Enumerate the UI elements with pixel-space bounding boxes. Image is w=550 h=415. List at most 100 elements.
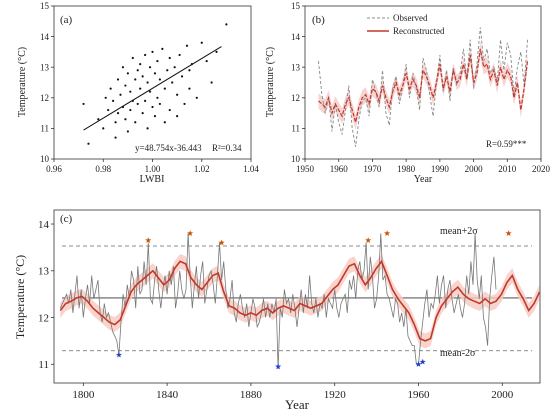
panel-c-smoothed-series — [59, 259, 541, 342]
scatter-point — [116, 78, 120, 81]
panel-b-timeseries: (b) R=0.59*** Year Temperature (°C) Obse… — [265, 1, 550, 185]
scatter-point — [141, 75, 144, 78]
panel-b-xtick-label: 1960 — [330, 164, 349, 174]
panel-c-ytick-label: 14 — [38, 219, 50, 231]
panel-b-xtick-label: 1970 — [363, 164, 382, 174]
cold-extreme-star — [415, 361, 422, 367]
cold-extreme-star — [115, 351, 122, 358]
panel-b-reconstructed-series — [318, 48, 529, 123]
scatter-point — [144, 53, 147, 57]
panel-a-ylabel: Temperature (°C) — [17, 47, 28, 117]
panel-b-observed-series — [318, 27, 528, 147]
panel-c-extreme-markers — [115, 230, 512, 370]
panel-a-ytick-label: 14 — [40, 32, 50, 42]
panel-c-timeseries: (c) Year Temperature (°C) mean+2σ mean-2… — [13, 209, 541, 412]
panel-a-fit-line — [83, 46, 222, 131]
scatter-point — [156, 59, 159, 63]
scatter-point — [151, 50, 154, 54]
scatter-point — [225, 23, 228, 26]
panel-b-ytick-label: 14 — [291, 32, 301, 42]
scatter-point — [124, 118, 127, 121]
scatter-point — [126, 130, 129, 133]
panel-a-xtick-label: 1.04 — [243, 164, 259, 174]
scatter-point — [215, 50, 218, 54]
scatter-point — [104, 96, 107, 99]
panel-b-ytick-label: 12 — [291, 93, 300, 103]
legend-observed-label: Observed — [393, 13, 428, 23]
scatter-point — [158, 78, 161, 81]
warm-extreme-star — [505, 230, 512, 236]
scatter-point — [144, 99, 147, 102]
scatter-point — [156, 96, 159, 99]
scatter-point — [146, 81, 149, 84]
panel-a-xlabel: LWBI — [140, 174, 165, 185]
panel-b-xtick-label: 1950 — [296, 164, 315, 174]
scatter-point — [121, 66, 125, 69]
panel-a-xtick-label: 0.98 — [95, 164, 111, 174]
panel-b-xtick-label: 1980 — [397, 164, 416, 174]
legend-reconstructed-label: Reconstructed — [393, 26, 445, 36]
panel-c-ticks: 1800 1840 1880 1920 1960 2000 11 12 13 14 — [38, 219, 514, 401]
warm-extreme-star — [145, 237, 152, 243]
scatter-point — [153, 115, 157, 118]
cold-extreme-star — [275, 363, 282, 370]
panel-a-xtick-label: 0.96 — [46, 164, 62, 174]
scatter-point — [195, 96, 198, 99]
panel-a-xtick-label: 1.00 — [145, 164, 161, 174]
smoothed-line — [59, 259, 541, 342]
scatter-point — [153, 72, 157, 75]
panel-c-ytick-label: 12 — [38, 312, 49, 324]
panel-c-ylabel: Temperature (°C) — [13, 255, 27, 339]
panel-a-ticks: 0.96 0.98 1.00 1.02 1.04 10 11 12 13 14 15 — [40, 1, 259, 174]
panel-a-ytick-label: 10 — [40, 154, 50, 164]
scatter-point — [163, 87, 166, 90]
scatter-point — [114, 136, 117, 139]
scatter-point — [129, 108, 132, 112]
scatter-point — [134, 78, 137, 81]
scatter-point — [136, 69, 139, 72]
scatter-point — [188, 69, 191, 72]
scatter-point — [126, 72, 129, 75]
panel-b-annotation: R=0.59*** — [486, 139, 527, 149]
panel-b-ytick-label: 10 — [291, 154, 301, 164]
scatter-point — [139, 63, 142, 66]
panel-a-ytick-label: 12 — [40, 93, 49, 103]
scatter-point — [161, 47, 164, 50]
panel-b-xtick-label: 2010 — [498, 164, 517, 174]
panel-b-xtick-label: 2020 — [532, 164, 550, 174]
panel-a-r2: R²=0.34 — [212, 143, 242, 153]
warm-extreme-star — [384, 230, 391, 236]
scatter-point — [116, 112, 120, 115]
scatter-point — [119, 93, 122, 96]
panel-b-xtick-label: 1990 — [431, 164, 450, 174]
scatter-point — [185, 44, 189, 47]
panel-b-ticks: 1950 1960 1970 1980 1990 2000 2010 2020 10 11 12 13… — [291, 1, 550, 174]
scatter-point — [168, 108, 171, 112]
panel-c-upper-label: mean+2σ — [440, 226, 478, 237]
panel-b-legend: Observed Reconstructed — [367, 13, 445, 36]
scatter-point — [188, 87, 191, 90]
panel-b-label: (b) — [312, 14, 325, 26]
panel-b-ytick-label: 13 — [291, 62, 301, 72]
warm-extreme-star — [218, 239, 225, 246]
scatter-point — [139, 87, 142, 90]
panel-c-xtick-label: 1840 — [156, 389, 179, 401]
scatter-point — [129, 90, 132, 93]
scatter-point — [166, 69, 169, 72]
annual-line — [59, 233, 497, 370]
scatter-point — [210, 81, 213, 84]
panel-a-scatter: (a) y=48.754x-36.443 R²=0.34 LWBI Temper… — [17, 1, 259, 185]
panel-c-xtick-label: 2000 — [491, 389, 514, 401]
reconstructed-line — [318, 48, 529, 123]
panel-c-xtick-label: 1920 — [324, 389, 347, 401]
scatter-point — [168, 56, 171, 60]
scatter-point — [141, 112, 144, 115]
scatter-point — [173, 66, 176, 69]
panel-a-ytick-label: 13 — [40, 62, 50, 72]
panel-c-xtick-label: 1960 — [408, 389, 431, 401]
warm-extreme-star — [365, 237, 372, 243]
panel-b-ytick-label: 11 — [291, 124, 300, 134]
panel-c-ytick-label: 11 — [38, 359, 49, 371]
scatter-point — [200, 41, 203, 44]
